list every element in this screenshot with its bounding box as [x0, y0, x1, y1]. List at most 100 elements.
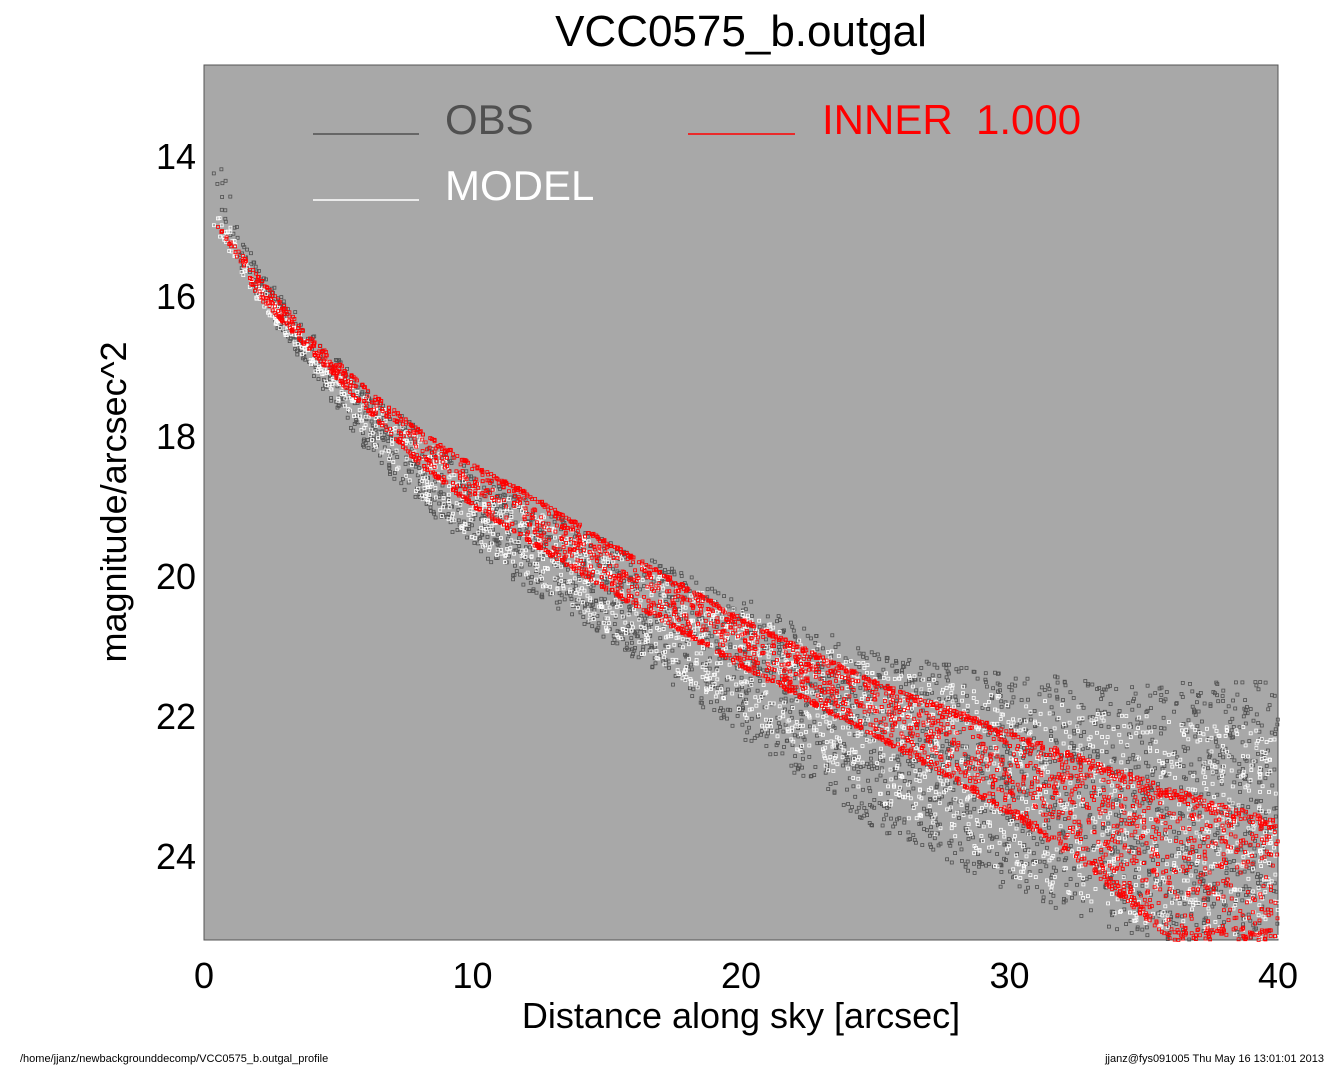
data-point	[1165, 772, 1169, 777]
data-point	[1054, 688, 1059, 693]
data-point	[1136, 840, 1140, 845]
data-point	[745, 730, 750, 735]
data-point	[726, 604, 731, 609]
data-point	[1206, 766, 1210, 771]
data-point	[1145, 933, 1150, 938]
data-point	[417, 481, 422, 486]
data-point	[804, 703, 808, 708]
data-point	[635, 629, 640, 634]
data-point	[965, 803, 970, 808]
data-point	[1215, 744, 1220, 749]
data-point	[789, 698, 794, 703]
data-point	[1125, 760, 1130, 764]
data-point	[1061, 698, 1065, 702]
data-point	[689, 575, 694, 580]
data-point	[842, 742, 846, 746]
data-point	[896, 758, 901, 762]
data-point	[528, 562, 532, 567]
data-point	[676, 660, 681, 665]
data-point	[761, 668, 766, 673]
data-point	[789, 620, 793, 625]
data-point	[1190, 689, 1195, 694]
data-point	[964, 744, 969, 749]
data-point	[1106, 711, 1111, 716]
data-point	[1083, 835, 1088, 839]
data-point	[363, 411, 368, 416]
data-point	[1037, 692, 1042, 697]
data-point	[864, 656, 869, 661]
data-point	[1258, 874, 1263, 878]
data-point	[1212, 881, 1217, 886]
data-point	[836, 684, 841, 688]
data-point	[1243, 884, 1248, 889]
data-point	[1019, 769, 1024, 774]
data-point	[1108, 683, 1112, 688]
data-point	[1140, 927, 1145, 932]
data-point	[868, 789, 873, 794]
data-point	[1081, 705, 1086, 710]
data-point	[219, 207, 224, 212]
data-point	[892, 767, 897, 772]
data-point	[1213, 832, 1218, 837]
data-point	[371, 425, 376, 430]
data-point	[1181, 848, 1186, 853]
data-point	[1211, 690, 1216, 694]
data-point	[921, 791, 926, 796]
data-point	[688, 686, 692, 691]
data-point	[964, 666, 969, 670]
data-point	[906, 830, 911, 835]
data-point	[1154, 844, 1159, 848]
data-point	[861, 654, 865, 659]
data-point	[928, 797, 932, 801]
data-point	[1213, 736, 1218, 741]
data-point	[872, 653, 877, 657]
data-point	[938, 841, 943, 846]
data-point	[1259, 723, 1264, 728]
data-point	[1149, 706, 1153, 710]
data-point	[812, 719, 817, 724]
data-point	[1190, 847, 1195, 852]
data-point	[1227, 911, 1231, 916]
data-point	[917, 672, 922, 677]
data-point	[869, 761, 874, 766]
data-point	[1031, 836, 1036, 840]
data-point	[735, 714, 740, 718]
data-point	[869, 823, 874, 827]
data-point	[1048, 900, 1053, 905]
data-point	[1266, 748, 1270, 753]
data-point	[1122, 907, 1127, 912]
data-point	[1200, 799, 1205, 804]
data-point	[369, 419, 374, 424]
data-point	[545, 587, 550, 592]
data-point	[1021, 784, 1026, 789]
data-point	[219, 167, 224, 172]
data-point	[1257, 780, 1261, 785]
data-point	[388, 469, 392, 474]
data-point	[895, 754, 900, 759]
data-point	[1168, 917, 1173, 922]
data-point	[595, 628, 600, 633]
data-point	[1202, 917, 1207, 922]
data-point	[1049, 705, 1054, 710]
data-point	[985, 684, 989, 689]
data-point	[1244, 893, 1248, 897]
data-point	[814, 634, 819, 638]
data-point	[999, 870, 1004, 874]
data-point	[872, 798, 877, 802]
data-point	[220, 195, 225, 199]
data-point	[799, 718, 804, 723]
data-point	[694, 580, 699, 585]
data-point	[999, 704, 1004, 709]
data-point	[655, 588, 660, 593]
data-point	[248, 270, 252, 275]
data-point	[1135, 925, 1140, 930]
data-point	[1047, 687, 1052, 692]
data-point	[1181, 744, 1186, 749]
data-point	[821, 646, 825, 651]
data-point	[223, 178, 228, 183]
data-point	[966, 837, 971, 841]
data-point	[1136, 703, 1141, 708]
data-point	[801, 756, 805, 761]
data-point	[320, 386, 325, 391]
data-point	[775, 715, 780, 720]
